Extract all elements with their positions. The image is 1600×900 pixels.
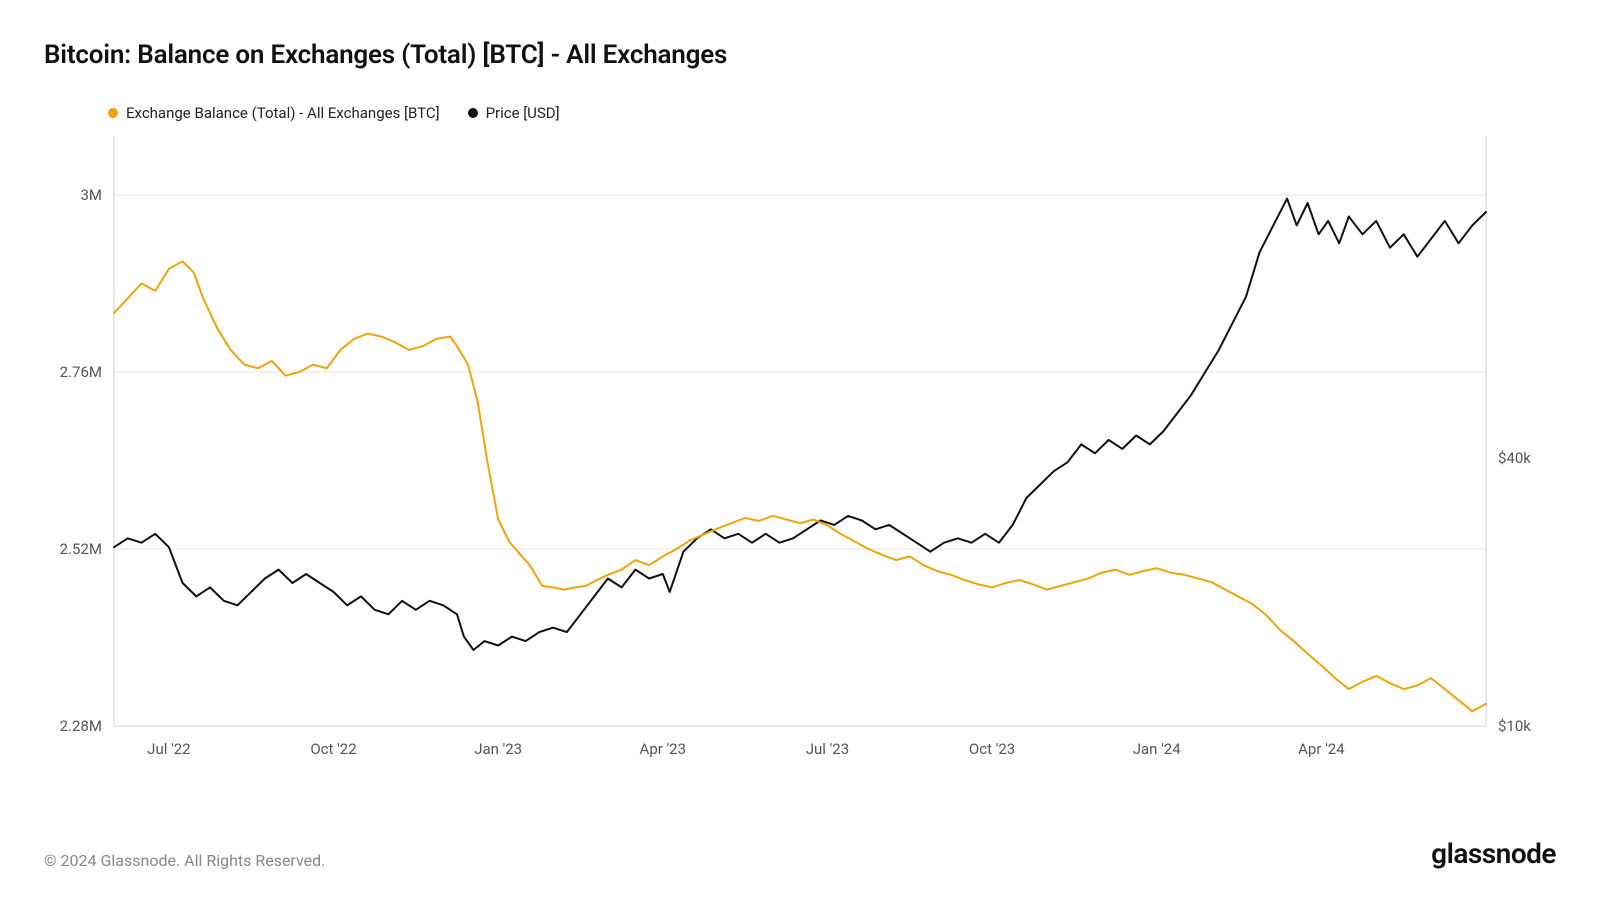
svg-text:Jul '22: Jul '22	[147, 740, 190, 758]
svg-text:Apr '23: Apr '23	[640, 740, 687, 758]
svg-text:$10k: $10k	[1498, 717, 1531, 735]
copyright-text: © 2024 Glassnode. All Rights Reserved.	[44, 851, 325, 870]
svg-text:2.28M: 2.28M	[60, 717, 102, 735]
svg-text:Jan '23: Jan '23	[474, 740, 522, 758]
svg-text:Jan '24: Jan '24	[1133, 740, 1181, 758]
chart-title: Bitcoin: Balance on Exchanges (Total) [B…	[44, 40, 1556, 70]
legend-item-balance: Exchange Balance (Total) - All Exchanges…	[108, 104, 440, 122]
svg-text:2.52M: 2.52M	[60, 540, 102, 558]
chart-svg: 2.28M 2.52M 2.76M 3M $10k $40k Jul '22 Oct '22 J…	[44, 128, 1556, 768]
svg-text:Apr '24: Apr '24	[1298, 740, 1345, 758]
legend-swatch-balance	[108, 108, 118, 118]
svg-text:Oct '22: Oct '22	[310, 740, 356, 758]
legend: Exchange Balance (Total) - All Exchanges…	[108, 104, 1556, 122]
svg-text:2.76M: 2.76M	[60, 363, 102, 381]
legend-swatch-price	[468, 108, 478, 118]
svg-text:3M: 3M	[80, 186, 102, 204]
svg-text:$40k: $40k	[1498, 449, 1531, 467]
brand-logo: glassnode	[1431, 837, 1556, 870]
legend-label-price: Price [USD]	[486, 104, 560, 122]
legend-item-price: Price [USD]	[468, 104, 560, 122]
svg-text:Jul '23: Jul '23	[806, 740, 849, 758]
svg-text:Oct '23: Oct '23	[969, 740, 1015, 758]
legend-label-balance: Exchange Balance (Total) - All Exchanges…	[126, 104, 440, 122]
chart-plot: 2.28M 2.52M 2.76M 3M $10k $40k Jul '22 Oct '22 J…	[44, 128, 1556, 805]
